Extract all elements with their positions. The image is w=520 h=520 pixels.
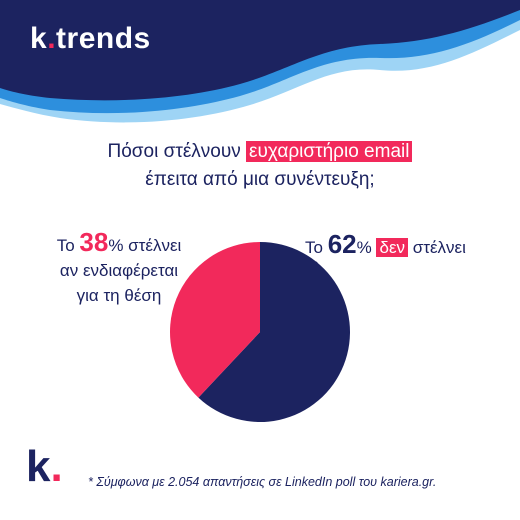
title-line-1: Πόσοι στέλνουν ευχαριστήριο email [0, 138, 520, 166]
label-left: Το 38% στέλνει αν ενδιαφέρεται για τη θέ… [56, 227, 182, 305]
wave-navy [0, 0, 520, 101]
pie-slice-dont-send [198, 242, 351, 423]
chart-title: Πόσοι στέλνουν ευχαριστήριο email έπειτα… [0, 138, 520, 194]
right-value: 62 [327, 229, 357, 259]
header-waves [0, 0, 520, 123]
footnote: * Σύμφωνα με 2.054 απαντήσεις σε LinkedI… [88, 475, 437, 489]
kariera-logo: k. [26, 442, 63, 491]
pie-slice-send [170, 242, 260, 398]
label-right: Το 62% δεν στέλνει [305, 229, 466, 259]
left-value: 38 [79, 227, 109, 257]
brand-logo: k.trends [30, 22, 151, 55]
title-line-2: έπειτα από μια συνέντευξη; [145, 169, 375, 190]
right-highlight: δεν [376, 238, 409, 257]
title-highlight: ευχαριστήριο email [246, 141, 413, 162]
